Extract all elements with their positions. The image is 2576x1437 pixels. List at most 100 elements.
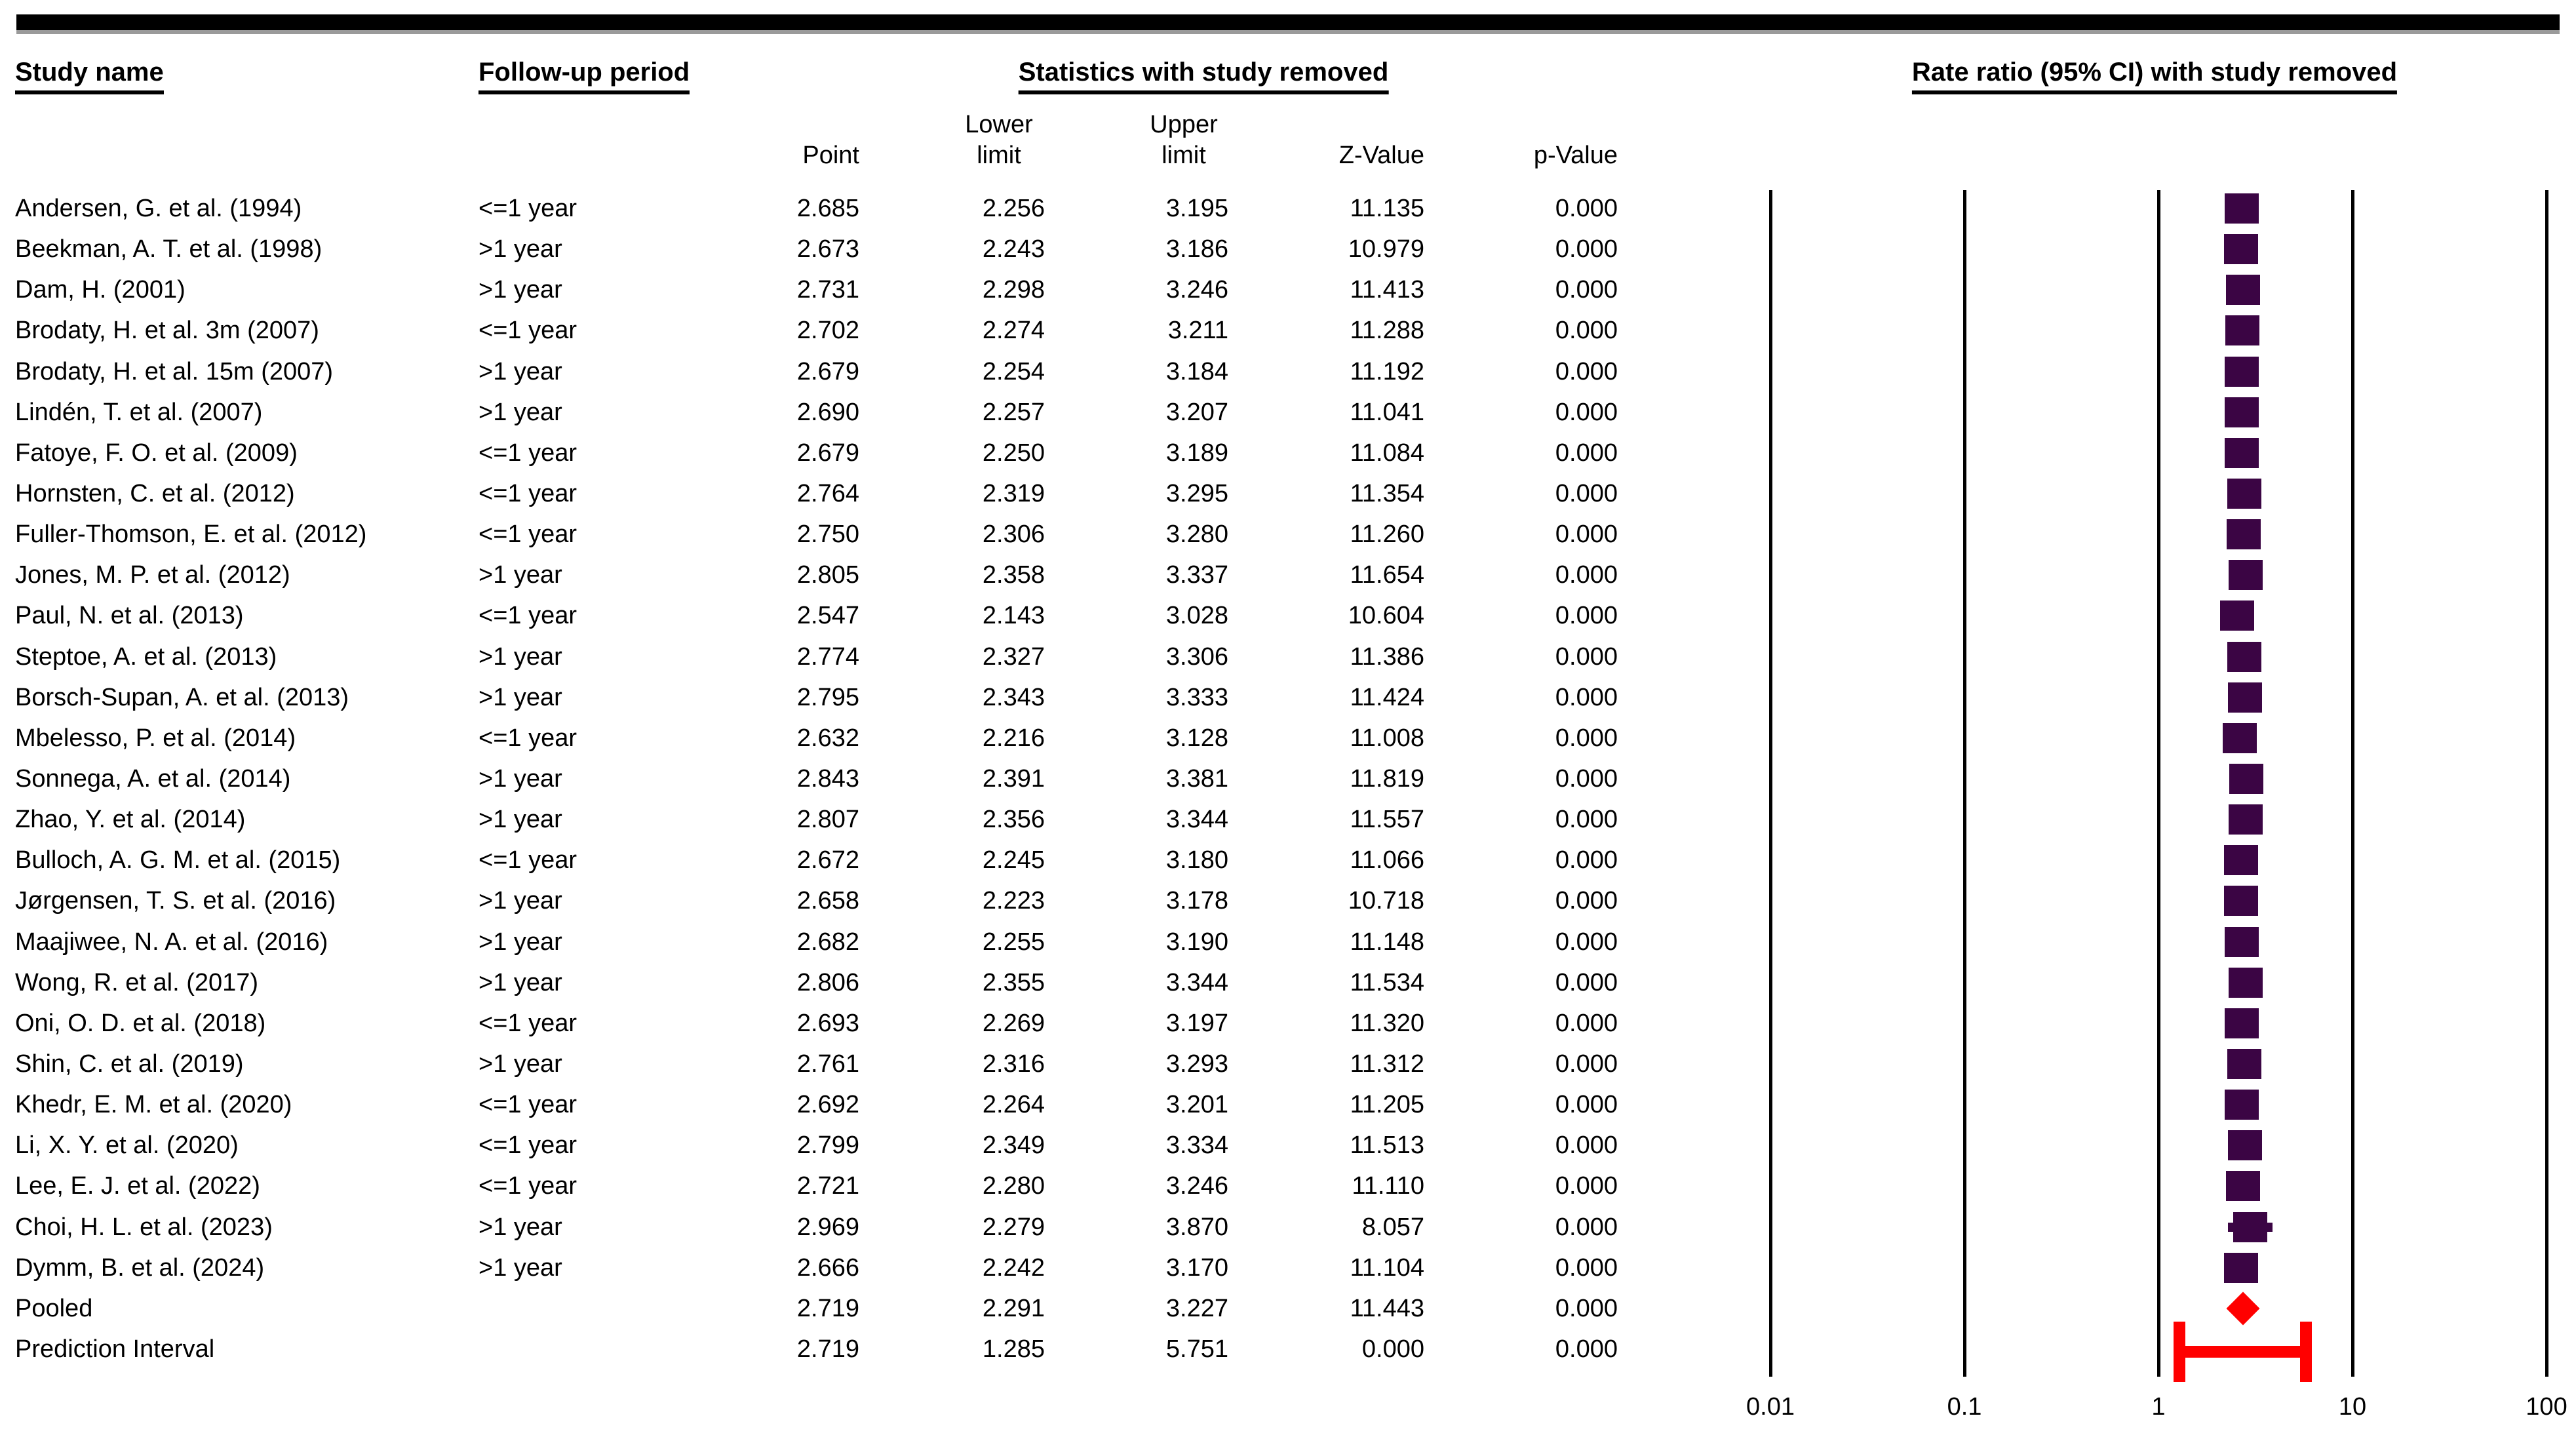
p-value-cell: 0.000 — [1555, 846, 1618, 875]
p-value-cell: 0.000 — [1555, 561, 1618, 589]
upper-limit-cell: 3.246 — [1165, 1172, 1228, 1200]
upper-limit-cell: 3.295 — [1165, 480, 1228, 507]
followup-cell: >1 year — [478, 357, 562, 385]
point-cell: 2.807 — [796, 806, 859, 834]
z-value-cell: 11.443 — [1350, 1294, 1424, 1322]
p-value-cell: 0.000 — [1555, 928, 1618, 956]
study-square-marker — [2220, 600, 2255, 631]
z-value-cell: 11.312 — [1350, 1050, 1424, 1078]
z-value-cell: 11.041 — [1350, 398, 1424, 426]
point-cell: 2.685 — [796, 195, 859, 222]
z-value-cell: 11.354 — [1350, 480, 1424, 507]
p-value-cell: 0.000 — [1555, 276, 1618, 304]
z-value-cell: 0.000 — [1361, 1335, 1424, 1363]
lower-limit-cell: 2.257 — [982, 398, 1045, 426]
followup-cell: <=1 year — [478, 1132, 577, 1160]
point-cell: 2.702 — [796, 317, 859, 345]
study-square-marker — [2227, 479, 2261, 509]
followup-cell: <=1 year — [478, 602, 577, 630]
followup-cell: <=1 year — [478, 439, 577, 467]
followup-cell: <=1 year — [478, 846, 577, 875]
prediction-interval-left-cap — [2174, 1322, 2186, 1382]
subheader-z-value: Z-Value — [1338, 142, 1424, 169]
p-value-cell: 0.000 — [1555, 1009, 1618, 1037]
p-value-cell: 0.000 — [1555, 642, 1618, 671]
z-value-cell: 11.424 — [1350, 683, 1424, 711]
upper-limit-cell: 3.246 — [1165, 276, 1228, 304]
upper-limit-cell: 3.211 — [1167, 317, 1228, 345]
lower-limit-cell: 2.274 — [982, 317, 1045, 345]
study-name-cell: Lindén, T. et al. (2007) — [15, 398, 263, 426]
point-cell: 2.761 — [796, 1050, 859, 1078]
study-square-marker — [2227, 1049, 2261, 1079]
prediction-interval-bar — [2179, 1346, 2306, 1358]
point-cell: 2.750 — [796, 521, 859, 549]
p-value-cell: 0.000 — [1555, 1050, 1618, 1078]
upper-limit-cell: 3.344 — [1165, 968, 1228, 996]
point-cell: 2.795 — [796, 683, 859, 711]
study-name-cell: Bulloch, A. G. M. et al. (2015) — [15, 846, 341, 875]
p-value-cell: 0.000 — [1555, 357, 1618, 385]
study-square-marker — [2226, 275, 2261, 305]
point-cell: 2.692 — [796, 1091, 859, 1119]
point-cell: 2.969 — [796, 1213, 859, 1241]
followup-cell: <=1 year — [478, 521, 577, 549]
lower-limit-cell: 2.356 — [982, 806, 1045, 834]
point-cell: 2.672 — [796, 846, 859, 875]
lower-limit-cell: 2.245 — [982, 846, 1045, 875]
study-name-cell: Brodaty, H. et al. 3m (2007) — [15, 317, 319, 345]
study-name-cell: Choi, H. L. et al. (2023) — [15, 1213, 273, 1241]
study-name-cell: Oni, O. D. et al. (2018) — [15, 1009, 266, 1037]
point-cell: 2.679 — [796, 439, 859, 467]
followup-cell: >1 year — [478, 683, 562, 711]
point-cell: 2.693 — [796, 1009, 859, 1037]
p-value-cell: 0.000 — [1555, 765, 1618, 793]
point-cell: 2.806 — [796, 968, 859, 996]
upper-limit-cell: 3.178 — [1165, 887, 1228, 915]
z-value-cell: 11.513 — [1350, 1132, 1424, 1160]
p-value-cell: 0.000 — [1555, 195, 1618, 222]
study-square-marker — [2227, 519, 2261, 550]
p-value-cell: 0.000 — [1555, 1294, 1618, 1322]
lower-limit-cell: 2.358 — [982, 561, 1045, 589]
followup-cell: <=1 year — [478, 1009, 577, 1037]
study-square-marker — [2225, 315, 2259, 346]
z-value-cell: 11.413 — [1350, 276, 1424, 304]
study-name-cell: Maajiwee, N. A. et al. (2016) — [15, 928, 328, 956]
upper-limit-cell: 3.190 — [1165, 928, 1228, 956]
subheader-point: Point — [802, 142, 859, 169]
p-value-cell: 0.000 — [1555, 235, 1618, 264]
study-square-marker — [2224, 926, 2259, 957]
lower-limit-cell: 2.216 — [982, 724, 1045, 752]
axis-line — [1962, 190, 1966, 1377]
point-cell: 2.547 — [796, 602, 859, 630]
study-square-marker — [2224, 437, 2259, 468]
followup-cell: >1 year — [478, 928, 562, 956]
p-value-cell: 0.000 — [1555, 480, 1618, 507]
study-square-marker — [2224, 356, 2259, 387]
point-cell: 2.799 — [796, 1132, 859, 1160]
followup-cell: >1 year — [478, 235, 562, 264]
axis-tick-label: 100 — [2526, 1393, 2567, 1421]
point-cell: 2.690 — [796, 398, 859, 426]
z-value-cell: 8.057 — [1361, 1213, 1424, 1241]
point-cell: 2.673 — [796, 235, 859, 264]
study-square-marker — [2223, 722, 2257, 753]
z-value-cell: 10.604 — [1348, 602, 1424, 630]
z-value-cell: 11.557 — [1350, 806, 1424, 834]
study-square-marker — [2224, 1252, 2259, 1283]
followup-cell: >1 year — [478, 1050, 562, 1078]
point-cell: 2.721 — [796, 1172, 859, 1200]
lower-limit-cell: 2.254 — [982, 357, 1045, 385]
point-cell: 2.731 — [796, 276, 859, 304]
top-rule — [16, 14, 2560, 30]
followup-cell: <=1 year — [478, 195, 577, 222]
study-square-marker — [2227, 641, 2262, 672]
p-value-cell: 0.000 — [1555, 1213, 1618, 1241]
upper-limit-cell: 3.344 — [1165, 806, 1228, 834]
prediction-interval-right-cap — [2299, 1322, 2312, 1382]
study-name-cell: Brodaty, H. et al. 15m (2007) — [15, 357, 334, 385]
followup-cell: >1 year — [478, 806, 562, 834]
p-value-cell: 0.000 — [1555, 683, 1618, 711]
upper-limit-cell: 3.227 — [1165, 1294, 1228, 1322]
